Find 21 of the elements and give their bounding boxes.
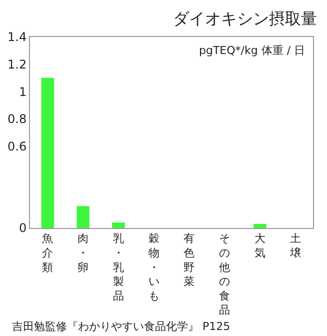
bar — [41, 78, 54, 228]
chart-title: ダイオキシン摂取量 — [173, 9, 318, 28]
y-tick-label: 1.4 — [8, 30, 27, 44]
x-tick-label: その他の食品 — [219, 232, 230, 317]
x-tick-label: 肉・卵 — [78, 232, 89, 274]
x-tick-label: 乳・乳製品 — [112, 232, 124, 302]
y-tick-label: 0 — [18, 221, 27, 236]
x-tick-label: 穀物・いも — [148, 232, 160, 302]
y-tick-label: 0.6 — [8, 139, 27, 154]
x-tick-label: 土壌 — [288, 232, 301, 260]
x-tick-label: 有色野菜 — [184, 232, 195, 288]
text: 吉田勉監修『わかりやすい食品化学』 P125 — [12, 320, 230, 333]
y-tick-label: 1 — [18, 84, 27, 99]
y-tick-label: 1.2 — [8, 57, 27, 72]
bar — [254, 224, 266, 228]
annotation: pgTEQ*/kg 体重 / 日 — [199, 44, 306, 57]
x-tick-label: 大気 — [254, 232, 266, 260]
bar — [112, 222, 125, 228]
bar — [76, 206, 90, 228]
x-tick-label: 魚介類 — [42, 232, 54, 274]
y-tick-label: 0.8 — [8, 112, 27, 126]
